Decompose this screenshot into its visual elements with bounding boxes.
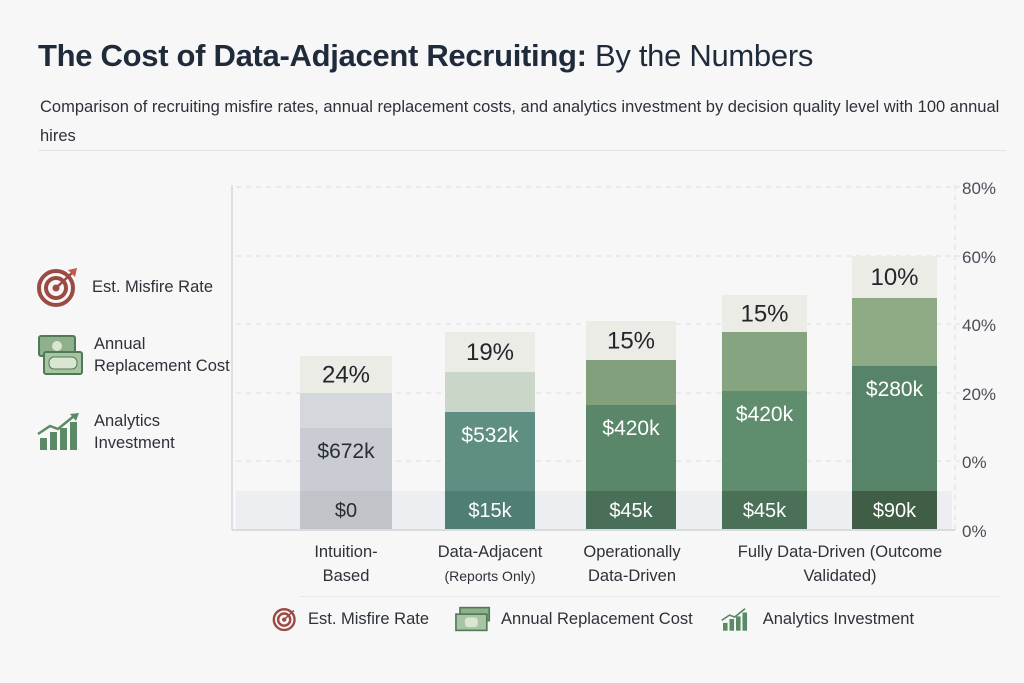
analytics-investment-label: $45k bbox=[609, 500, 653, 522]
analytics-investment-segment bbox=[445, 491, 535, 529]
y-tick-label: 60% bbox=[962, 248, 996, 267]
analytics-investment-segment bbox=[852, 491, 937, 529]
misfire-rate-segment bbox=[445, 332, 535, 372]
title-rest: By the Numbers bbox=[586, 38, 814, 73]
side-legend-analytics: Analytics Investment bbox=[36, 410, 204, 454]
side-legend-label: Est. Misfire Rate bbox=[92, 278, 214, 296]
misfire-rate-label: 10% bbox=[870, 264, 918, 291]
upper-segment bbox=[852, 298, 937, 366]
category-label: Fully Data-Driven (Outcome Validated) bbox=[710, 540, 970, 588]
category-line: Based bbox=[322, 567, 370, 585]
replacement-cost-label: $420k bbox=[602, 417, 660, 440]
side-legend-cost: Annual Replacement Cost bbox=[36, 332, 254, 378]
upper-segment bbox=[722, 332, 807, 391]
misfire-rate-label: 19% bbox=[466, 339, 514, 366]
category-line: (Reports Only) bbox=[444, 568, 536, 584]
replacement-cost-label: $532k bbox=[461, 424, 519, 447]
replacement-cost-label: $420k bbox=[736, 403, 794, 426]
category-line: Data-Driven bbox=[587, 567, 677, 585]
category-line: Operationally bbox=[583, 543, 681, 561]
y-tick-label: 0% bbox=[962, 522, 987, 541]
legend-label: Est. Misfire Rate bbox=[308, 609, 430, 628]
analytics-investment-segment bbox=[586, 491, 676, 529]
y-tick-label: 80% bbox=[962, 179, 996, 198]
growth-chart-icon bbox=[720, 607, 747, 631]
analytics-investment-segment bbox=[300, 491, 392, 529]
legend: Est. Misfire Rate Annual Replacement Cos… bbox=[272, 606, 928, 632]
misfire-rate-segment bbox=[300, 356, 392, 393]
replacement-cost-segment bbox=[445, 412, 535, 491]
misfire-rate-label: 24% bbox=[322, 362, 370, 389]
growth-chart-icon bbox=[37, 413, 79, 450]
misfire-rate-segment bbox=[586, 321, 676, 360]
category-line: Data-Adjacent bbox=[437, 543, 543, 561]
side-legend-misfire: Est. Misfire Rate bbox=[36, 266, 213, 308]
upper-segment bbox=[445, 372, 535, 412]
y-tick-label: 40% bbox=[962, 316, 996, 335]
replacement-cost-segment bbox=[722, 391, 807, 491]
category-line: Fully Data-Driven (Outcome bbox=[737, 543, 943, 561]
misfire-rate-label: 15% bbox=[740, 301, 788, 328]
replacement-cost-segment bbox=[300, 428, 392, 491]
upper-segment bbox=[586, 360, 676, 405]
target-icon bbox=[37, 268, 77, 307]
chart-title: The Cost of Data-Adjacent Recruiting: By… bbox=[38, 38, 813, 74]
legend-label: Annual Replacement Cost bbox=[501, 609, 693, 628]
replacement-cost-label: $280k bbox=[866, 378, 924, 401]
category-line: Validated) bbox=[803, 567, 877, 585]
analytics-investment-label: $15k bbox=[468, 500, 512, 522]
misfire-rate-segment bbox=[852, 256, 937, 298]
replacement-cost-segment bbox=[852, 366, 937, 491]
category-label: Operationally Data-Driven bbox=[562, 540, 702, 588]
side-legend-label: Analytics Investment bbox=[94, 412, 175, 452]
y-tick-label: 0% bbox=[962, 453, 987, 472]
money-icon bbox=[38, 335, 83, 375]
upper-segment bbox=[300, 393, 392, 428]
category-label: Data-Adjacent (Reports Only) bbox=[418, 540, 562, 588]
legend-item-misfire: Est. Misfire Rate bbox=[272, 606, 429, 632]
legend-label: Analytics Investment bbox=[762, 609, 915, 628]
analytics-investment-label: $45k bbox=[743, 500, 787, 522]
category-label: Intuition- Based bbox=[290, 540, 402, 588]
legend-item-cost: Annual Replacement Cost bbox=[453, 606, 693, 632]
analytics-investment-segment bbox=[722, 491, 807, 529]
analytics-investment-label: $90k bbox=[873, 500, 917, 522]
divider bbox=[38, 150, 1006, 151]
y-tick-label: 20% bbox=[962, 385, 996, 404]
legend-divider bbox=[300, 596, 1000, 597]
target-icon bbox=[272, 608, 296, 632]
misfire-rate-label: 15% bbox=[607, 328, 655, 355]
chart-subtitle: Comparison of recruiting misfire rates, … bbox=[40, 98, 1000, 145]
category-line: Intuition- bbox=[314, 543, 378, 561]
side-legend-label: Annual Replacement Cost bbox=[94, 335, 230, 375]
legend-item-analytics: Analytics Investment bbox=[717, 606, 914, 632]
analytics-investment-label: $0 bbox=[335, 500, 357, 522]
title-bold: The Cost of Data-Adjacent Recruiting: bbox=[38, 38, 587, 73]
money-icon bbox=[455, 606, 491, 632]
replacement-cost-label: $672k bbox=[317, 440, 375, 463]
replacement-cost-segment bbox=[586, 405, 676, 491]
misfire-rate-segment bbox=[722, 295, 807, 332]
